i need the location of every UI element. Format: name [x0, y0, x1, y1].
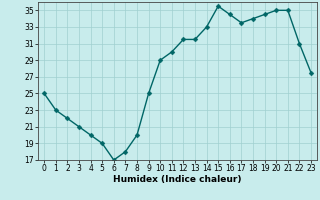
X-axis label: Humidex (Indice chaleur): Humidex (Indice chaleur): [113, 175, 242, 184]
